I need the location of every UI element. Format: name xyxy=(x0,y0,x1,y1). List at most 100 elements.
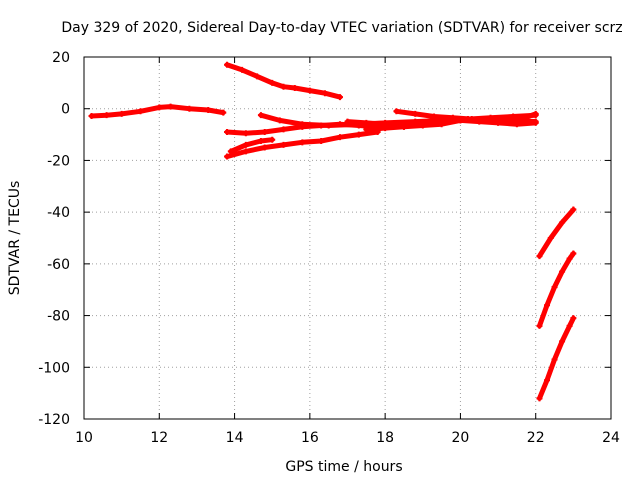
data-point xyxy=(261,144,268,151)
data-point xyxy=(291,85,298,92)
x-tick-label: 18 xyxy=(376,430,394,446)
data-point xyxy=(419,119,426,126)
data-point xyxy=(156,104,163,111)
data-point xyxy=(306,87,313,94)
data-point xyxy=(103,112,110,119)
data-point xyxy=(242,141,249,148)
data-point xyxy=(224,128,231,135)
x-tick-label: 12 xyxy=(150,430,168,446)
data-point xyxy=(257,138,264,145)
series-track-12 xyxy=(537,315,576,401)
data-point xyxy=(355,131,362,138)
data-point xyxy=(336,94,343,101)
data-point xyxy=(559,338,566,345)
y-tick-label: -80 xyxy=(47,309,70,325)
data-point xyxy=(570,206,577,213)
data-point xyxy=(137,108,144,115)
data-point xyxy=(532,118,539,125)
data-point xyxy=(400,123,407,130)
data-point xyxy=(269,136,276,143)
data-point xyxy=(551,284,558,291)
data-point xyxy=(566,322,573,329)
data-point xyxy=(325,122,332,129)
x-tick-label: 22 xyxy=(527,430,545,446)
data-point xyxy=(457,117,464,124)
data-point xyxy=(438,118,445,125)
series-track-9 xyxy=(363,116,539,132)
data-point xyxy=(570,250,577,257)
data-point xyxy=(525,113,532,120)
y-axis-label: SDTVAR / TECUs xyxy=(7,181,23,296)
data-point xyxy=(544,302,551,309)
x-tick-label: 14 xyxy=(226,430,244,446)
data-point xyxy=(570,315,577,322)
data-point xyxy=(224,153,231,160)
data-point xyxy=(239,66,246,73)
chart-title: Day 329 of 2020, Sidereal Day-to-day VTE… xyxy=(61,20,622,36)
data-point xyxy=(318,138,325,145)
x-tick-label: 10 xyxy=(75,430,93,446)
data-point xyxy=(559,219,566,226)
data-point xyxy=(167,103,174,110)
data-point xyxy=(257,112,264,119)
data-point xyxy=(280,126,287,133)
series-track-10 xyxy=(537,207,576,259)
data-point xyxy=(551,356,558,363)
data-point xyxy=(536,395,543,402)
data-point xyxy=(299,121,306,128)
data-point xyxy=(242,130,249,137)
data-point xyxy=(566,255,573,262)
y-tick-label: -120 xyxy=(38,412,70,428)
data-point xyxy=(280,141,287,148)
y-tick-label: 0 xyxy=(61,102,70,118)
data-point xyxy=(254,73,261,80)
data-point xyxy=(299,139,306,146)
data-point xyxy=(261,128,268,135)
grid xyxy=(84,57,611,419)
data-point xyxy=(559,268,566,275)
data-point xyxy=(536,253,543,260)
ticks: 10 12 14 16 18 20 22 24 20 0 -20 -40 -60 -80 -100 -120 xyxy=(38,50,620,446)
data-point xyxy=(276,117,283,124)
y-tick-label: -100 xyxy=(38,360,70,376)
data-point xyxy=(547,235,554,241)
series-track-5 xyxy=(228,137,275,154)
data-point xyxy=(227,148,234,155)
data-point xyxy=(495,116,502,123)
x-axis-label: GPS time / hours xyxy=(285,459,402,475)
y-tick-label: 20 xyxy=(52,50,70,66)
plot-frame xyxy=(83,56,612,420)
data-point xyxy=(412,110,419,117)
x-tick-label: 20 xyxy=(452,430,470,446)
data-point xyxy=(544,377,551,384)
data-point xyxy=(382,125,389,132)
y-tick-label: -40 xyxy=(47,205,70,221)
data-point xyxy=(393,108,400,115)
x-tick-label: 24 xyxy=(602,430,620,446)
data-point xyxy=(476,117,483,124)
data-point xyxy=(280,83,287,90)
data-point xyxy=(363,126,370,133)
data-point xyxy=(321,90,328,97)
data-point xyxy=(205,107,212,114)
data-point xyxy=(336,134,343,141)
data-point xyxy=(513,117,520,124)
data-point xyxy=(532,110,539,117)
data-point xyxy=(224,61,231,68)
y-tick-label: -60 xyxy=(47,257,70,273)
data-point xyxy=(363,119,370,126)
data-point xyxy=(88,112,95,119)
data-point xyxy=(269,79,276,86)
y-tick-label: -20 xyxy=(47,153,70,169)
data-point xyxy=(220,109,227,116)
data-point xyxy=(431,113,438,120)
series-track-11 xyxy=(537,251,576,329)
data-series xyxy=(88,61,577,402)
data-point xyxy=(118,110,125,117)
data-point xyxy=(186,105,193,112)
x-tick-label: 16 xyxy=(301,430,319,446)
data-point xyxy=(344,118,351,125)
data-point xyxy=(536,322,543,329)
data-point xyxy=(242,148,249,155)
